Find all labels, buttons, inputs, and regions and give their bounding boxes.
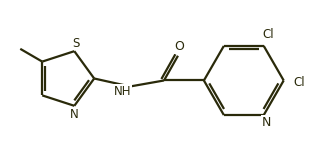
Text: N: N [262,116,271,129]
Text: Cl: Cl [293,76,305,89]
Text: NH: NH [114,85,132,98]
Text: S: S [72,37,80,50]
Text: O: O [174,41,184,54]
Text: N: N [70,108,79,121]
Text: Cl: Cl [263,28,274,41]
